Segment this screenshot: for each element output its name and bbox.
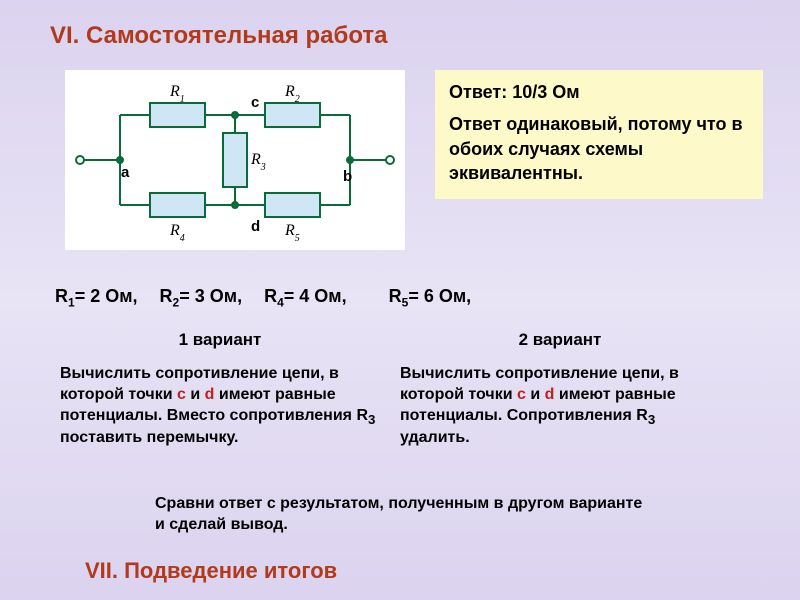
given-values: R1= 2 Ом, R2= 3 Ом, R4= 4 Ом, R5= 6 Ом, (55, 286, 471, 310)
svg-text:R5: R5 (284, 222, 300, 244)
section-vi-num: VI. (50, 22, 79, 49)
svg-text:R4: R4 (169, 222, 185, 244)
answer-line2: Ответ одинаковый, потому что в обоих слу… (449, 112, 749, 185)
node-a-label: a (121, 164, 129, 181)
svg-text:R2: R2 (284, 83, 300, 105)
section-vi-text: Самостоятельная работа (86, 22, 388, 49)
variant-2-title: 2 вариант (400, 330, 720, 350)
circuit-diagram: R1 R2 R3 R4 R5 a b c d (65, 70, 405, 250)
svg-text:R3: R3 (250, 151, 266, 173)
node-d-label: d (251, 218, 260, 235)
node-c-label: c (251, 94, 259, 111)
variant-1-text: Вычислить сопротивление цепи, в которой … (60, 364, 380, 449)
answer-line1: Ответ: 10/3 Ом (449, 80, 749, 104)
compare-text: Сравни ответ с результатом, полученным в… (155, 494, 655, 536)
answer-box: Ответ: 10/3 Ом Ответ одинаковый, потому … (435, 70, 763, 199)
svg-text:R1: R1 (169, 83, 185, 105)
section-vii-title: VII. Подведение итогов (85, 558, 337, 584)
variant-1-title: 1 вариант (60, 330, 380, 350)
variant-2: 2 вариант Вычислить сопротивление цепи, … (400, 330, 740, 449)
node-b-label: b (343, 168, 352, 185)
variant-2-text: Вычислить сопротивление цепи, в которой … (400, 364, 720, 449)
variants-row: 1 вариант Вычислить сопротивление цепи, … (60, 330, 740, 449)
section-vi-title: VI. Самостоятельная работа (50, 22, 388, 50)
variant-1: 1 вариант Вычислить сопротивление цепи, … (60, 330, 400, 449)
